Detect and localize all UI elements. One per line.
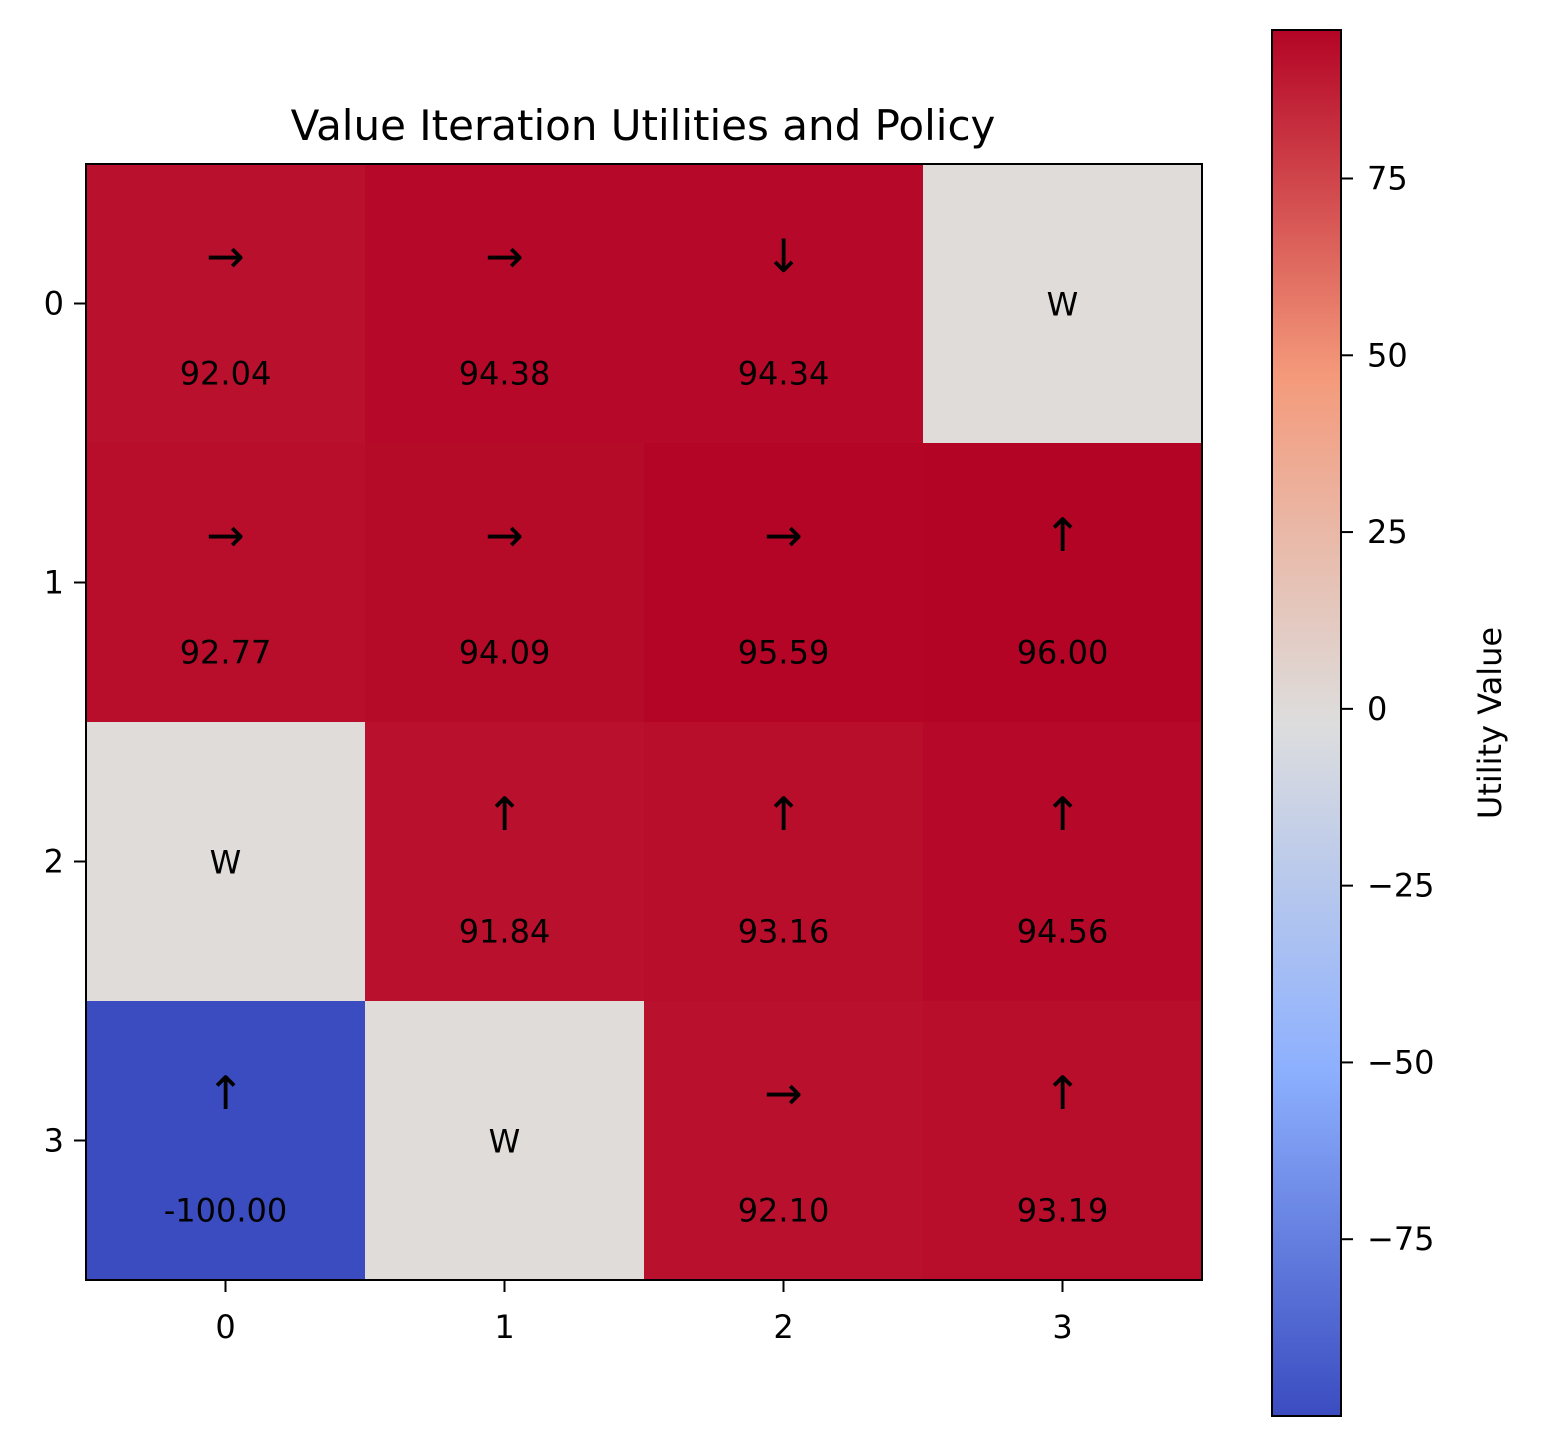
policy-arrow: →: [485, 508, 524, 562]
heatmap-cell: [644, 1001, 924, 1281]
policy-arrow: →: [206, 229, 245, 283]
x-tick-label: 1: [494, 1308, 514, 1346]
y-tick-label: 2: [44, 843, 64, 881]
colorbar-tick-label: −75: [1367, 1220, 1435, 1258]
policy-arrow: ↑: [485, 787, 524, 841]
cell-value-label: 92.04: [180, 354, 272, 392]
heatmap-cell: [923, 443, 1203, 723]
wall-label: W: [210, 844, 242, 882]
cell-value-label: 94.09: [459, 633, 551, 671]
cell-value-label: 93.19: [1017, 1191, 1109, 1229]
colorbar-ticks: 75 50 25 0 −25 −50 −75: [1341, 160, 1435, 1258]
policy-arrow: →: [485, 229, 524, 283]
cell-value-label: 92.77: [180, 633, 272, 671]
heatmap-cell: [365, 443, 645, 723]
x-tick-label: 2: [773, 1308, 793, 1346]
heatmap-cell: [86, 443, 366, 723]
wall-label: W: [489, 1123, 521, 1161]
cell-value-label: -100.00: [164, 1191, 288, 1229]
chart-title: Value Iteration Utilities and Policy: [291, 101, 996, 150]
heatmap-cell: [923, 722, 1203, 1002]
wall-label: W: [1047, 286, 1079, 324]
heatmap-cells: → 92.04 → 94.38 ↓ 94.34 W → 92.77 → 94.09 → 95.59 ↑ 96…: [86, 164, 1203, 1281]
heatmap-cell: [365, 722, 645, 1002]
heatmap-cell: [644, 722, 924, 1002]
colorbar-tick-label: 75: [1367, 160, 1408, 198]
policy-arrow: →: [764, 508, 803, 562]
wall-cell: [923, 164, 1203, 444]
policy-arrow: ↑: [206, 1066, 245, 1120]
wall-cell: [86, 722, 366, 1002]
policy-arrow: ↑: [1043, 1066, 1082, 1120]
cell-value-label: 94.56: [1017, 912, 1109, 950]
heatmap-cell: [86, 164, 366, 444]
cell-value-label: 92.10: [738, 1191, 830, 1229]
heatmap-cell: [365, 164, 645, 444]
y-tick-label: 3: [44, 1122, 64, 1160]
wall-cell: [365, 1001, 645, 1281]
colorbar-tick-label: −25: [1367, 867, 1435, 905]
heatmap-cell: [644, 443, 924, 723]
plot-frame: [85, 163, 1203, 1281]
x-tick-label: 0: [215, 1308, 235, 1346]
y-tick-label: 1: [44, 564, 64, 602]
cell-value-label: 93.16: [738, 912, 830, 950]
heatmap-cell: [86, 1001, 366, 1281]
cell-value-label: 94.34: [738, 354, 830, 392]
colorbar-tick-label: 25: [1367, 513, 1408, 551]
policy-arrow: ↓: [764, 229, 803, 283]
policy-arrow: ↑: [1043, 787, 1082, 841]
policy-arrow: ↑: [1043, 508, 1082, 562]
cell-value-label: 94.38: [459, 354, 551, 392]
y-tick-label: 0: [44, 285, 64, 323]
colorbar: [1271, 29, 1342, 1417]
colorbar-tick-label: −50: [1367, 1043, 1435, 1081]
colorbar-label: Utility Value: [1471, 627, 1509, 819]
cell-value-label: 91.84: [459, 912, 551, 950]
y-axis-ticks: 0 1 2 3: [44, 285, 86, 1160]
colorbar-tick-label: 50: [1367, 336, 1408, 374]
colorbar-tick-label: 0: [1367, 690, 1387, 728]
cell-value-label: 96.00: [1017, 633, 1109, 671]
policy-arrow: ↑: [764, 787, 803, 841]
x-tick-label: 3: [1052, 1308, 1072, 1346]
policy-arrow: →: [764, 1066, 803, 1120]
policy-arrow: →: [206, 508, 245, 562]
heatmap-cell: [923, 1001, 1203, 1281]
heatmap-cell: [644, 164, 924, 444]
x-axis-ticks: 0 1 2 3: [215, 1280, 1073, 1346]
cell-value-label: 95.59: [738, 633, 830, 671]
